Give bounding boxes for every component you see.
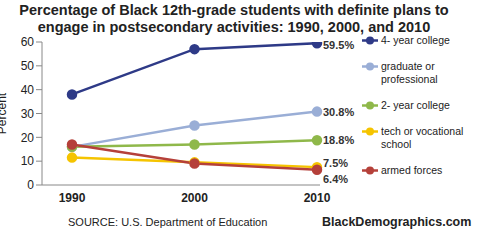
svg-text:1990: 1990: [59, 191, 86, 205]
svg-text:18.8%: 18.8%: [323, 134, 354, 146]
svg-text:0: 0: [27, 178, 34, 192]
svg-text:50: 50: [21, 59, 35, 73]
html-text:4- year college: 4- year college: [381, 34, 450, 46]
html-text:graduate or professional: graduate or professional: [381, 60, 438, 85]
svg-text:Percent: Percent: [8, 92, 9, 134]
svg-text:20: 20: [21, 131, 35, 145]
svg-text:2000: 2000: [181, 191, 208, 205]
html-text:tech or vocational school: tech or vocational school: [381, 125, 464, 150]
html-text:2- year college: 2- year college: [381, 99, 450, 111]
html-text:Percentage of Black 12th-grade: Percentage of Black 12th-grade students …: [19, 2, 449, 35]
svg-text:7.5%: 7.5%: [323, 157, 348, 169]
svg-text:60: 60: [21, 35, 35, 49]
svg-text:30.8%: 30.8%: [323, 106, 354, 118]
svg-text:59.5%: 59.5%: [323, 39, 354, 51]
html-text:armed forces: armed forces: [381, 164, 443, 176]
svg-text:10: 10: [21, 154, 35, 168]
html-text:BlackDemographics.com: BlackDemographics.com: [322, 215, 472, 229]
html-text:SOURCE: U.S. Department of Edu: SOURCE: U.S. Department of Education: [68, 216, 268, 228]
svg-text:2010: 2010: [304, 191, 331, 205]
svg-text:40: 40: [21, 83, 35, 97]
svg-text:30: 30: [21, 107, 35, 121]
svg-text:6.4%: 6.4%: [323, 173, 348, 185]
